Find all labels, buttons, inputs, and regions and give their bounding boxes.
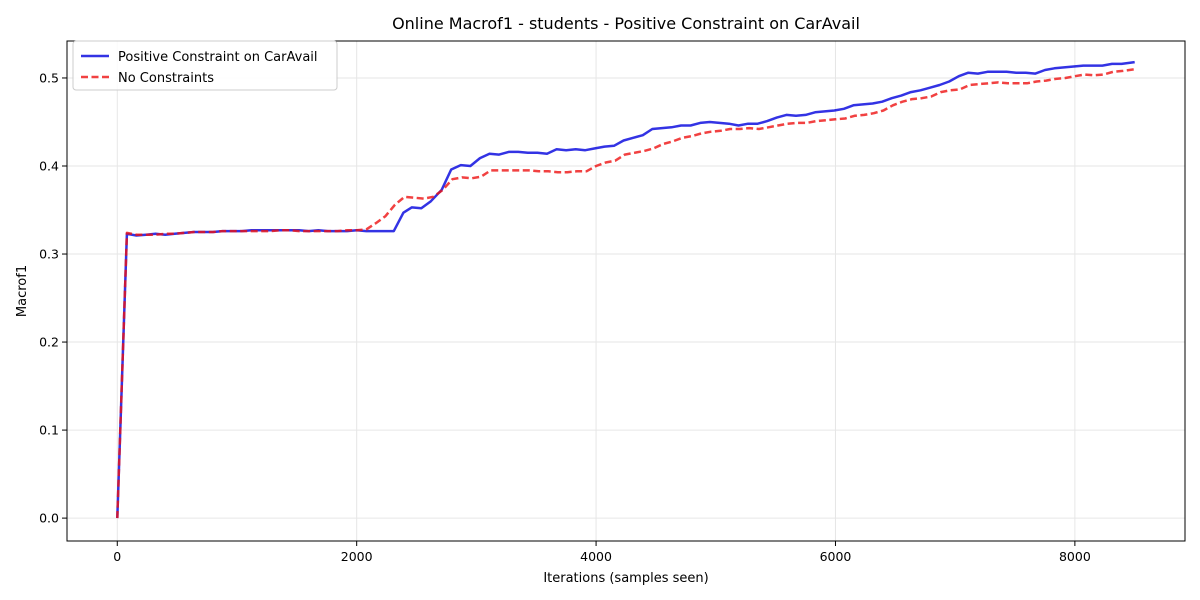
legend-label-no-constraints: No Constraints: [118, 71, 214, 86]
plot-frame: [66, 40, 1186, 542]
y-tick-label: 0.2: [39, 335, 59, 350]
legend-box: [72, 40, 338, 91]
y-tick-label: 0.5: [39, 70, 59, 85]
x-axis-label: Iterations (samples seen): [543, 571, 708, 586]
series-line-positive-constraint: [116, 60, 1135, 519]
x-tick-label: 8000: [1059, 549, 1091, 564]
y-axis-label: Macrof1: [15, 265, 30, 317]
y-axis-ticks: 0.0 0.1 0.2 0.3 0.4 0.5: [39, 70, 67, 526]
legend-label-positive-constraint: Positive Constraint on CarAvail: [118, 50, 318, 65]
x-tick-label: 2000: [341, 549, 373, 564]
x-axis-ticks: 0 2000 4000 6000 8000: [113, 541, 1091, 564]
plot-series: [116, 60, 1135, 519]
x-tick-label: 6000: [820, 549, 852, 564]
legend: Positive Constraint on CarAvail No Const…: [72, 40, 338, 91]
series-line-no-constraints: [116, 67, 1135, 519]
y-tick-label: 0.0: [39, 511, 59, 526]
x-tick-label: 0: [113, 549, 121, 564]
x-tick-label: 4000: [580, 549, 612, 564]
y-tick-label: 0.3: [39, 247, 59, 262]
y-tick-label: 0.1: [39, 423, 59, 438]
chart-title: Online Macrof1 - students - Positive Con…: [392, 14, 860, 33]
y-tick-label: 0.4: [39, 159, 59, 174]
grid-lines: [67, 41, 1185, 541]
